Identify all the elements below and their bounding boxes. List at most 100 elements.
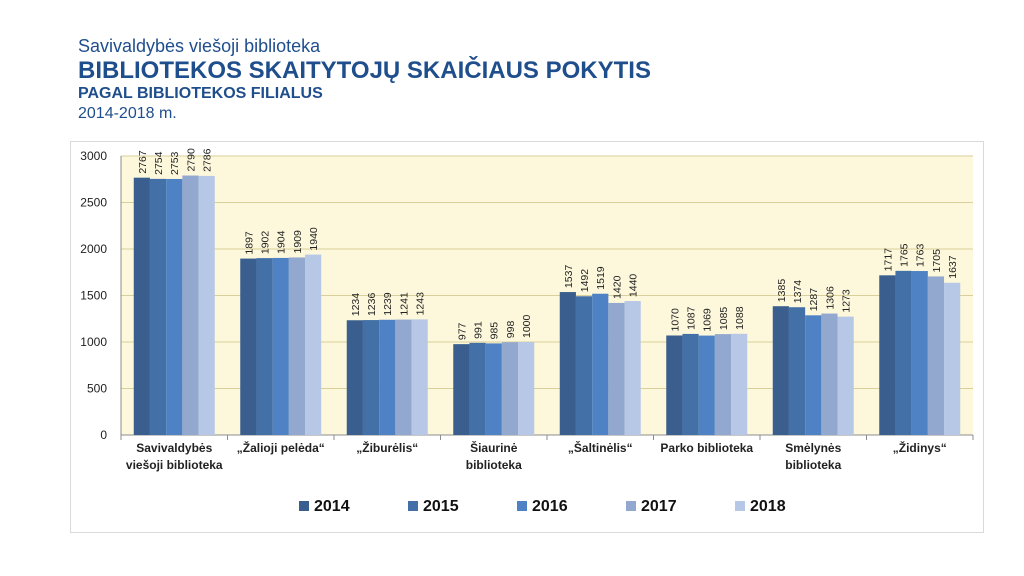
bar — [731, 333, 748, 435]
data-label: 2767 — [137, 150, 149, 174]
legend-label: 2016 — [532, 498, 568, 515]
data-label: 1519 — [595, 266, 607, 290]
y-tick-label: 0 — [100, 428, 107, 442]
data-label: 1705 — [931, 249, 943, 273]
data-label: 1940 — [308, 227, 320, 251]
data-label: 1070 — [669, 308, 681, 332]
data-label: 1239 — [382, 292, 394, 316]
data-label: 985 — [489, 322, 501, 340]
bar — [698, 335, 715, 435]
period-label: 2014-2018 m. — [78, 105, 177, 122]
x-category-label: „Žiburėlis“ — [356, 440, 418, 455]
legend-swatch — [408, 501, 418, 511]
legend-label: 2017 — [641, 498, 677, 515]
bar — [805, 315, 822, 435]
bar — [559, 292, 576, 435]
x-category-label: „Židinys“ — [893, 440, 947, 455]
bar — [362, 320, 380, 435]
data-label: 1420 — [611, 275, 623, 299]
legend-label: 2014 — [314, 498, 350, 515]
bar — [682, 333, 699, 435]
bar — [272, 257, 289, 435]
data-label: 2790 — [185, 148, 197, 172]
slide-subtitle: PAGAL BIBLIOTEKOS FILIALUS — [78, 85, 323, 102]
data-label: 1492 — [579, 269, 591, 293]
x-category-label: biblioteka — [785, 458, 841, 472]
bar — [788, 307, 806, 435]
bar — [501, 342, 519, 435]
data-label: 1637 — [947, 255, 959, 279]
data-label: 1897 — [243, 231, 255, 255]
data-label: 1902 — [260, 231, 272, 255]
legend-swatch — [517, 501, 527, 511]
x-category-label: viešoji biblioteka — [126, 458, 223, 472]
y-tick-label: 500 — [87, 382, 107, 396]
bar — [772, 306, 789, 435]
data-label: 1069 — [702, 308, 714, 332]
x-category-label: „Žalioji pelėda“ — [237, 440, 325, 455]
data-label: 1087 — [686, 306, 698, 330]
data-label: 1440 — [628, 274, 640, 298]
bar — [379, 319, 396, 435]
data-label: 1537 — [563, 265, 575, 289]
bar — [133, 177, 150, 435]
bar — [837, 316, 854, 435]
data-label: 2786 — [202, 148, 214, 172]
data-label: 1085 — [718, 307, 730, 331]
legend-swatch — [299, 501, 309, 511]
data-label: 1273 — [841, 289, 853, 313]
bar — [411, 319, 428, 435]
y-tick-label: 2000 — [80, 242, 107, 256]
bar — [485, 343, 502, 435]
bar — [608, 302, 625, 435]
bar — [666, 335, 683, 435]
bar — [305, 254, 322, 435]
bar — [182, 175, 199, 435]
x-category-label: Savivaldybės — [136, 441, 212, 455]
data-label: 1088 — [734, 306, 746, 330]
data-label: 1236 — [366, 293, 378, 317]
data-label: 2754 — [153, 151, 165, 175]
bar — [240, 258, 257, 435]
bar — [346, 320, 363, 435]
data-label: 977 — [456, 322, 468, 340]
data-label: 1909 — [292, 230, 304, 254]
slide-header: Savivaldybės viešoji biblioteka BIBLIOTE… — [78, 36, 651, 124]
x-category-label: Parko biblioteka — [660, 441, 753, 455]
data-label: 1904 — [276, 230, 288, 254]
data-label: 1234 — [350, 293, 362, 317]
bar — [821, 313, 838, 435]
data-label: 991 — [473, 321, 485, 339]
legend-label: 2015 — [423, 498, 459, 515]
bar — [944, 282, 961, 435]
library-name: Savivaldybės viešoji biblioteka — [78, 36, 321, 56]
legend-label: 2018 — [750, 498, 786, 515]
bar — [518, 342, 535, 435]
bar — [714, 334, 732, 435]
bar — [927, 276, 945, 435]
bar — [575, 296, 593, 435]
y-tick-label: 1500 — [80, 289, 107, 303]
bar — [149, 178, 167, 435]
data-label: 1306 — [824, 286, 836, 310]
bar — [166, 178, 183, 435]
bar — [198, 175, 215, 435]
y-tick-label: 2500 — [80, 196, 107, 210]
data-label: 1717 — [882, 248, 894, 272]
data-label: 1765 — [899, 243, 911, 267]
bar — [288, 257, 306, 435]
slide-title: BIBLIOTEKOS SKAITYTOJŲ SKAIČIAUS POKYTIS — [78, 57, 651, 84]
legend-swatch — [735, 501, 745, 511]
y-tick-label: 1000 — [80, 335, 107, 349]
bar — [469, 342, 486, 435]
data-label: 1000 — [521, 314, 533, 338]
bar — [453, 344, 470, 435]
data-label: 1241 — [398, 292, 410, 316]
data-label: 1374 — [792, 280, 804, 304]
bar-chart: 0 500 1000 1500 2000 2500 3000 2767 2754 2753 2790… — [80, 148, 974, 515]
x-category-label: Šiaurinė — [470, 440, 518, 455]
data-label: 1385 — [776, 279, 788, 303]
bar — [395, 319, 412, 435]
data-label: 998 — [505, 321, 517, 339]
x-category-label: biblioteka — [466, 458, 522, 472]
